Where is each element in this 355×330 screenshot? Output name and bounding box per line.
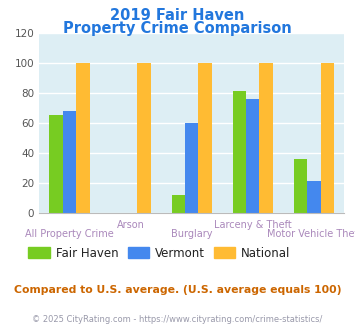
Bar bbox=[76, 63, 90, 213]
Text: © 2025 CityRating.com - https://www.cityrating.com/crime-statistics/: © 2025 CityRating.com - https://www.city… bbox=[32, 315, 323, 324]
Bar bbox=[307, 182, 321, 213]
Bar bbox=[185, 123, 198, 213]
Text: All Property Crime: All Property Crime bbox=[25, 229, 114, 239]
Text: Larceny & Theft: Larceny & Theft bbox=[214, 220, 292, 230]
Bar bbox=[137, 63, 151, 213]
Bar bbox=[63, 111, 76, 213]
Legend: Fair Haven, Vermont, National: Fair Haven, Vermont, National bbox=[24, 242, 295, 264]
Text: Compared to U.S. average. (U.S. average equals 100): Compared to U.S. average. (U.S. average … bbox=[14, 285, 341, 295]
Bar bbox=[233, 91, 246, 213]
Text: 2019 Fair Haven: 2019 Fair Haven bbox=[110, 8, 245, 23]
Text: Motor Vehicle Theft: Motor Vehicle Theft bbox=[267, 229, 355, 239]
Bar bbox=[171, 195, 185, 213]
Bar bbox=[260, 63, 273, 213]
Text: Arson: Arson bbox=[117, 220, 144, 230]
Bar bbox=[49, 115, 63, 213]
Bar bbox=[294, 159, 307, 213]
Bar bbox=[198, 63, 212, 213]
Text: Burglary: Burglary bbox=[171, 229, 212, 239]
Bar bbox=[246, 99, 260, 213]
Bar bbox=[321, 63, 334, 213]
Text: Property Crime Comparison: Property Crime Comparison bbox=[63, 21, 292, 36]
